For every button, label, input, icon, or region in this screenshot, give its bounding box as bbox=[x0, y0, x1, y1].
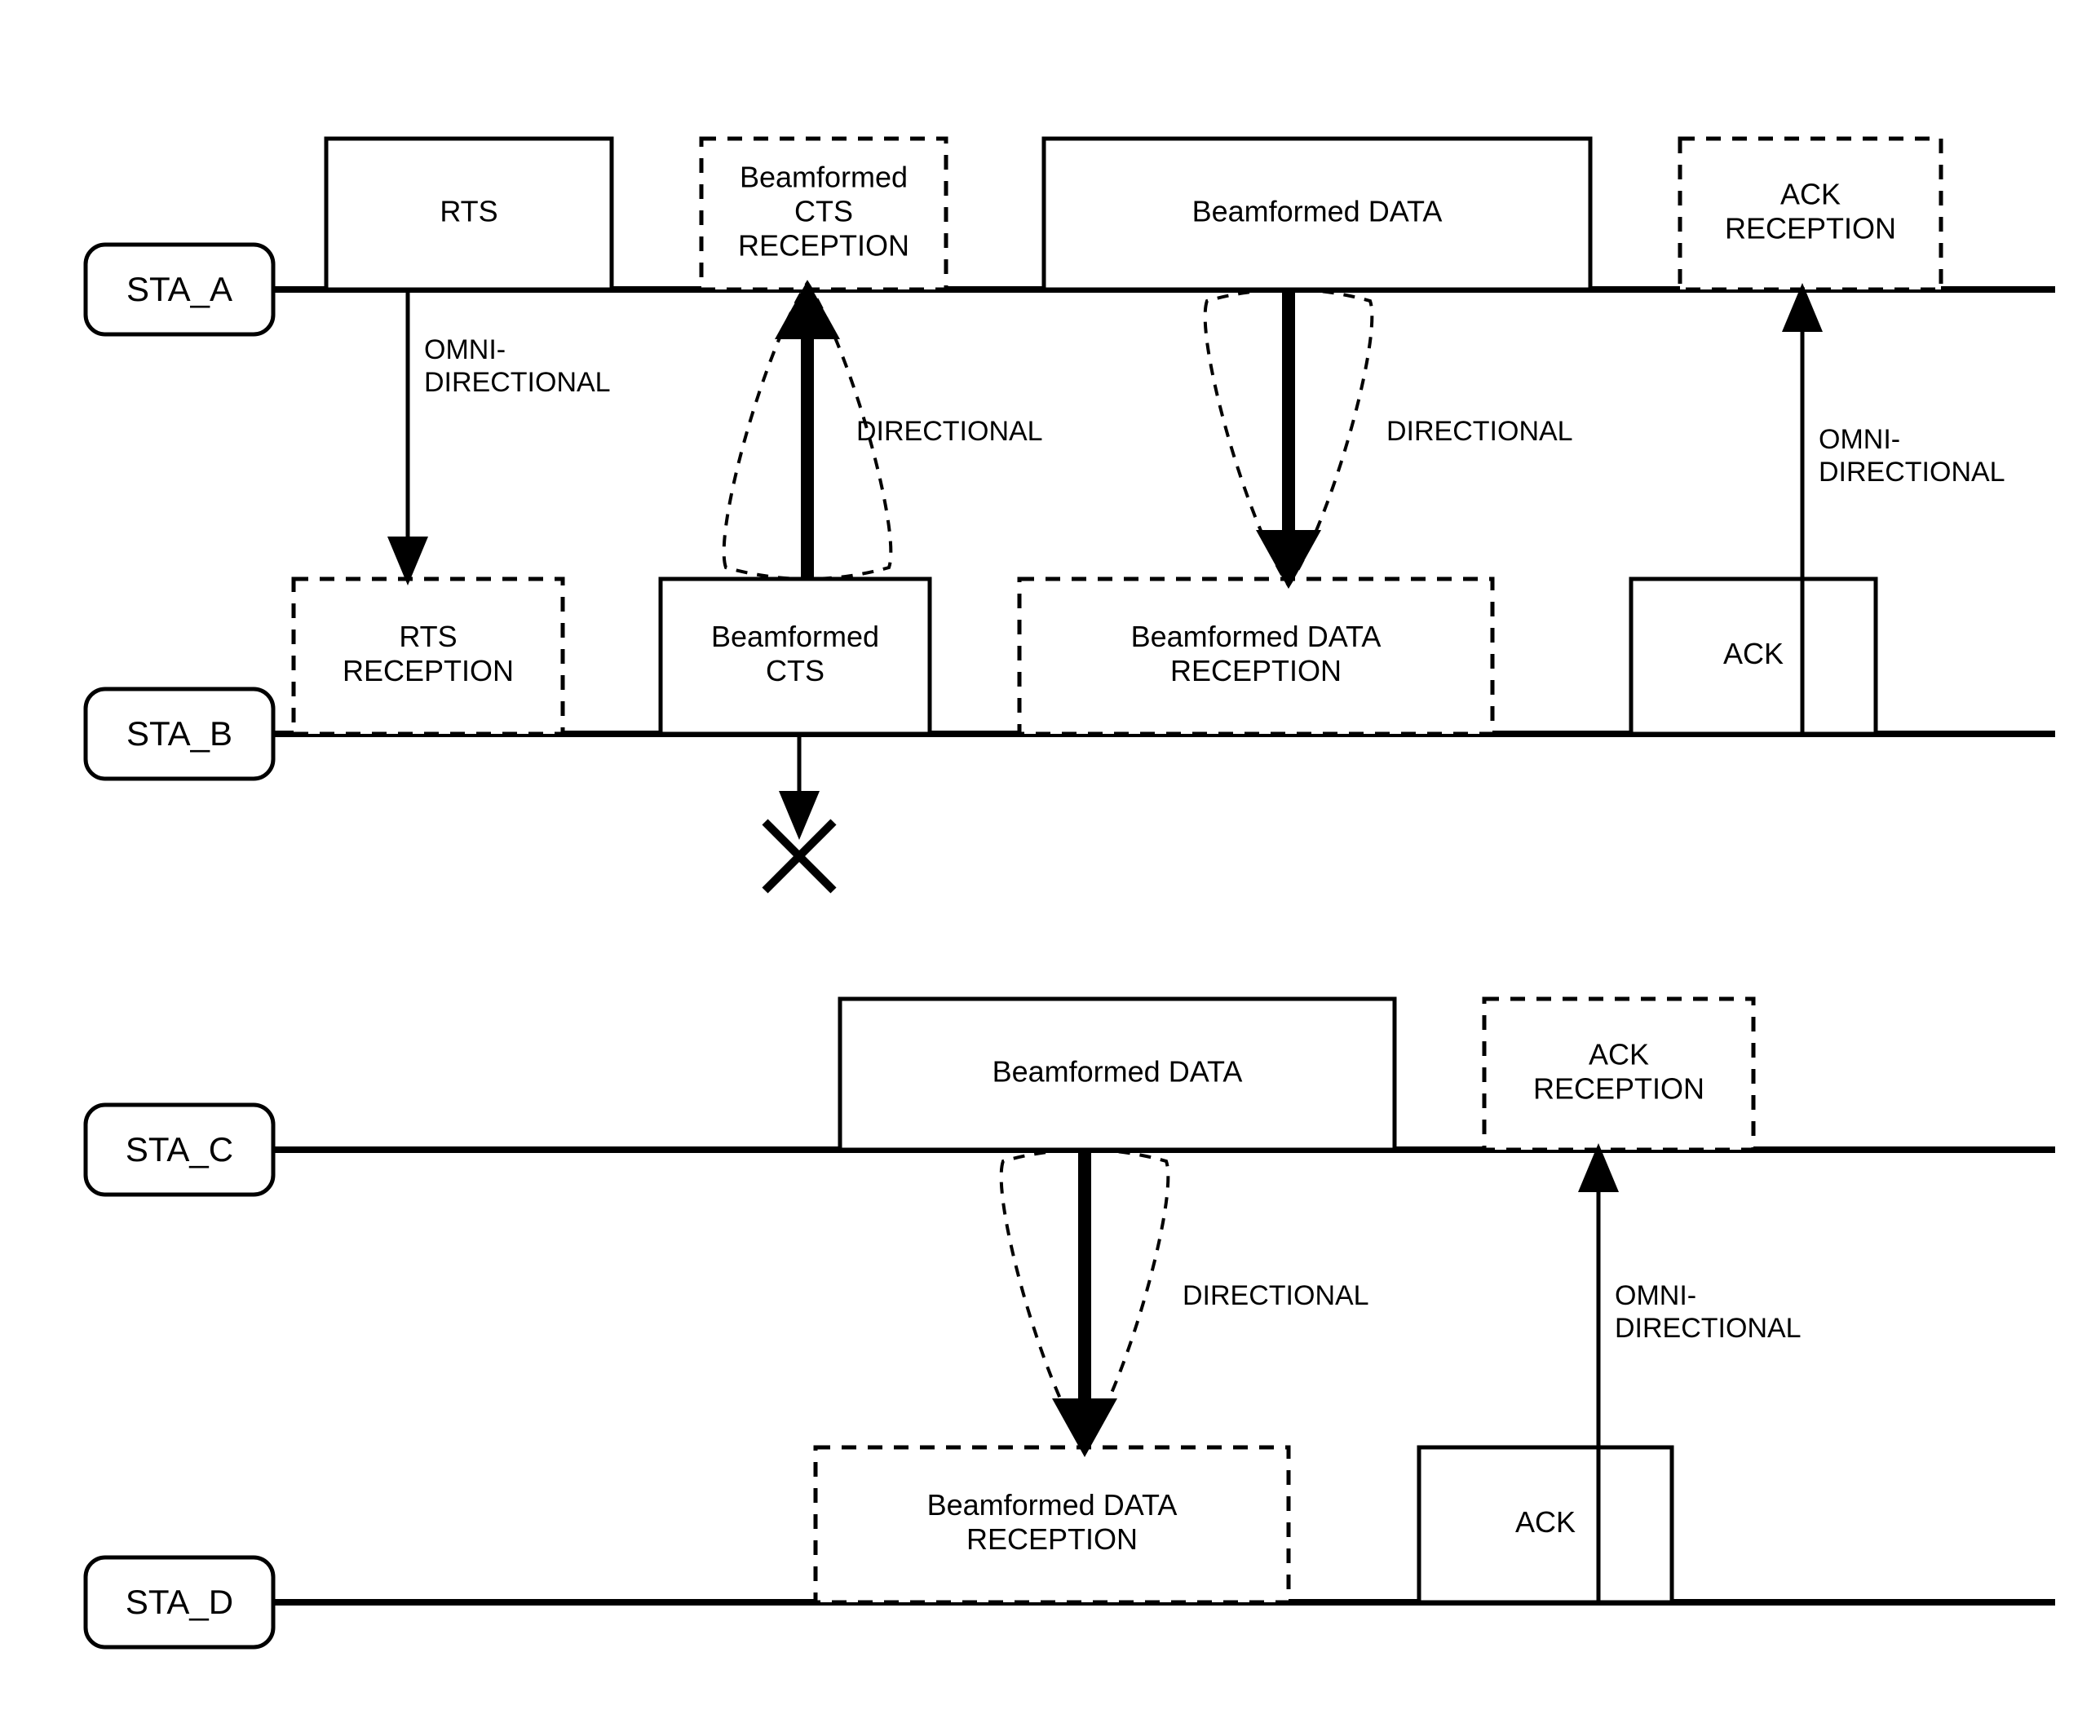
arrow-label: DIRECTIONAL bbox=[1183, 1280, 1369, 1311]
box-label: ACK bbox=[1515, 1505, 1576, 1539]
box-label: CTS bbox=[766, 654, 825, 687]
box-label: Beamformed bbox=[711, 620, 879, 653]
box-label: ACK bbox=[1723, 637, 1784, 670]
box-label: Beamformed DATA bbox=[993, 1055, 1243, 1089]
box-label: RECEPTION bbox=[738, 229, 909, 263]
station-label: STA_D bbox=[126, 1583, 233, 1621]
arrow-label: OMNI- bbox=[424, 334, 506, 365]
station-label: STA_A bbox=[126, 270, 232, 308]
box-label: ACK bbox=[1589, 1038, 1649, 1071]
box-label: Beamformed DATA bbox=[1192, 195, 1443, 228]
arrow-label: OMNI- bbox=[1819, 424, 1900, 455]
box-label: RECEPTION bbox=[1170, 654, 1342, 687]
box-label: ACK bbox=[1780, 178, 1841, 211]
box-label: RECEPTION bbox=[1725, 212, 1896, 245]
box-label: RECEPTION bbox=[1533, 1072, 1704, 1106]
arrow-label: DIRECTIONAL bbox=[1819, 457, 2005, 488]
arrow-label: OMNI- bbox=[1615, 1280, 1696, 1311]
station-label: STA_C bbox=[126, 1130, 233, 1168]
box-label: RECEPTION bbox=[966, 1522, 1138, 1556]
box-label: Beamformed DATA bbox=[927, 1488, 1178, 1522]
box-label: RTS bbox=[399, 620, 457, 653]
box-label: RTS bbox=[440, 195, 497, 228]
station-label: STA_B bbox=[126, 714, 232, 753]
arrow-label: DIRECTIONAL bbox=[856, 416, 1043, 447]
box-label: Beamformed bbox=[740, 161, 908, 194]
box-label: CTS bbox=[794, 195, 853, 228]
arrow-label: DIRECTIONAL bbox=[1386, 416, 1573, 447]
box-label: RECEPTION bbox=[343, 654, 514, 687]
arrow-label: DIRECTIONAL bbox=[424, 367, 611, 398]
arrow-label: DIRECTIONAL bbox=[1615, 1313, 1802, 1344]
box-label: Beamformed DATA bbox=[1131, 620, 1382, 653]
